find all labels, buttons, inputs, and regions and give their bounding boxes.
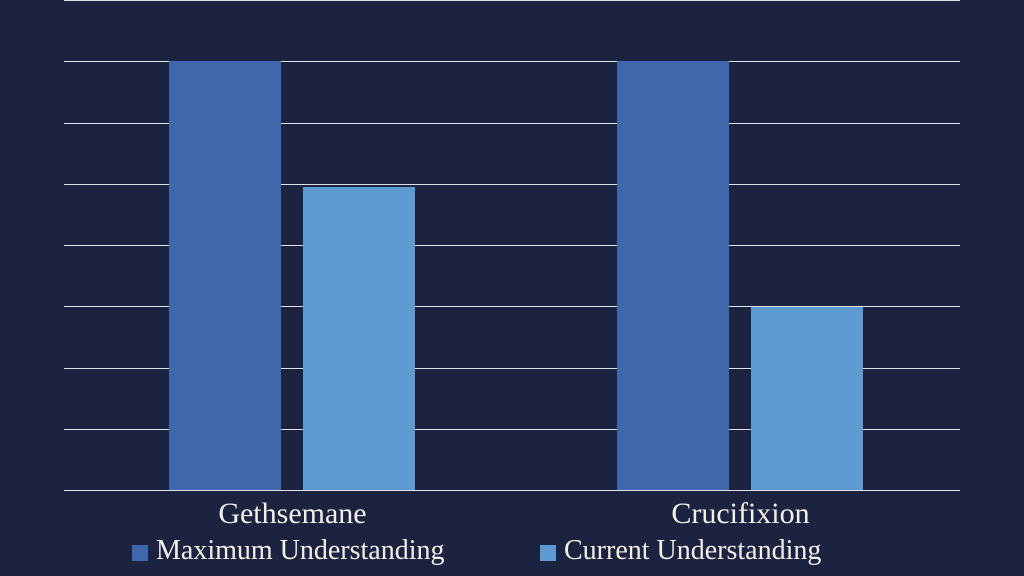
- x-axis-label: Gethsemane: [218, 497, 366, 531]
- plot-area: [64, 0, 960, 490]
- bar: [617, 61, 729, 490]
- gridline: [64, 490, 960, 491]
- legend-label: Current Understanding: [564, 535, 821, 567]
- bar: [303, 187, 415, 490]
- gridline: [64, 0, 960, 1]
- bar: [751, 307, 863, 490]
- bar: [169, 61, 281, 490]
- x-axis-label: Crucifixion: [671, 497, 809, 531]
- bar-chart: Gethsemane Crucifixion Maximum Understan…: [0, 0, 1024, 576]
- legend-swatch: [132, 545, 148, 561]
- legend-label: Maximum Understanding: [156, 535, 445, 567]
- legend-swatch: [540, 545, 556, 561]
